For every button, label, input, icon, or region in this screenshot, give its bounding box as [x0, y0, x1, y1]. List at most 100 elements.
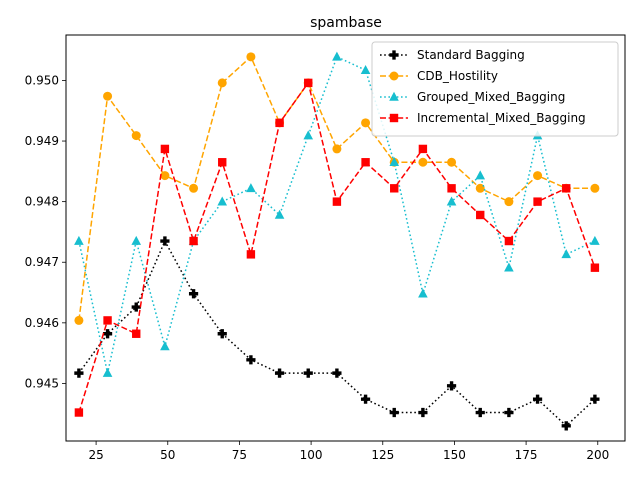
point-marker [360, 64, 371, 74]
y-tick-label: 0.945 [25, 376, 59, 390]
series-layer [74, 51, 600, 431]
point-marker [561, 249, 572, 259]
legend-label: Grouped_Mixed_Bagging [417, 90, 565, 104]
point-marker [418, 144, 428, 154]
point-marker [332, 368, 342, 378]
y-tick-label: 0.949 [25, 134, 59, 148]
point-marker [446, 196, 457, 206]
point-marker [246, 250, 256, 259]
x-tick-label: 75 [232, 448, 247, 462]
point-marker [360, 394, 371, 404]
point-marker [303, 130, 314, 140]
point-marker [246, 355, 256, 365]
series-line [78, 239, 596, 427]
point-marker [217, 196, 228, 206]
x-tick-label: 50 [160, 448, 175, 462]
point-marker [389, 71, 399, 81]
y-tick-label: 0.947 [25, 255, 59, 269]
point-marker [160, 236, 170, 246]
legend: Standard Bagging CDB_Hostility Grouped_Mix… [371, 41, 619, 137]
point-marker [475, 407, 485, 418]
point-marker [160, 144, 170, 154]
point-marker [160, 341, 170, 351]
x-tick-label: 150 [443, 448, 466, 462]
point-marker [562, 184, 571, 193]
series-0 [74, 236, 600, 431]
x-tick-label: 125 [371, 448, 394, 462]
point-marker [332, 144, 342, 154]
point-marker [160, 171, 170, 181]
point-marker [303, 368, 313, 378]
point-marker [218, 158, 227, 167]
point-marker [217, 78, 227, 88]
point-marker [361, 118, 371, 128]
point-marker [332, 197, 342, 206]
legend-label: CDB_Hostility [417, 69, 498, 83]
point-marker [217, 329, 227, 339]
point-marker [504, 407, 514, 418]
point-marker [476, 210, 485, 220]
point-marker [389, 407, 399, 418]
legend-entry-0: Standard Bagging [380, 48, 525, 62]
point-marker [275, 118, 284, 128]
point-marker [504, 236, 514, 246]
point-marker [590, 183, 600, 193]
legend-entry-3: Incremental_Mixed_Bagging [380, 111, 586, 125]
point-marker [74, 235, 84, 245]
legend-label: Standard Bagging [417, 48, 525, 62]
point-marker [561, 421, 571, 431]
point-marker [390, 184, 399, 193]
point-marker [475, 170, 486, 180]
point-marker [189, 183, 199, 193]
series-2 [74, 51, 600, 377]
point-marker [447, 184, 456, 193]
point-marker [74, 408, 84, 417]
legend-entry-2: Grouped_Mixed_Bagging [380, 90, 565, 104]
y-tick-label: 0.950 [25, 73, 59, 87]
point-marker [504, 262, 514, 272]
point-marker [590, 235, 600, 245]
point-marker [389, 157, 400, 167]
point-marker [188, 289, 199, 299]
point-marker [533, 171, 543, 181]
point-marker [418, 288, 428, 298]
point-marker [131, 131, 141, 141]
x-tick-label: 25 [88, 448, 103, 462]
point-marker [132, 329, 141, 338]
point-marker [246, 183, 256, 193]
y-tick-label: 0.946 [25, 316, 59, 330]
point-marker [389, 50, 399, 60]
chart-title: spambase [310, 15, 382, 31]
point-marker [74, 315, 84, 325]
x-tick-label: 200 [586, 448, 609, 462]
point-marker [304, 78, 313, 88]
point-marker [246, 52, 256, 62]
point-marker [504, 197, 514, 207]
point-marker [274, 209, 285, 219]
point-marker [590, 263, 600, 272]
x-tick-label: 100 [300, 448, 323, 462]
point-marker [74, 368, 84, 378]
point-marker [131, 235, 142, 245]
point-marker [103, 316, 112, 325]
legend-label: Incremental_Mixed_Bagging [417, 111, 586, 125]
y-tick-label: 0.948 [25, 195, 59, 209]
point-marker [102, 329, 113, 339]
axes-layer: 25 50 75 100 125 150 175 200 0.945 0.946 0.947 0.94… [25, 73, 610, 462]
plot-frame [65, 34, 626, 442]
point-marker [418, 407, 428, 418]
point-marker [389, 91, 399, 101]
x-tick-label: 175 [515, 448, 538, 462]
point-marker [533, 197, 542, 206]
legend-box [371, 41, 619, 137]
point-marker [332, 51, 342, 61]
point-marker [274, 368, 285, 378]
point-marker [447, 157, 457, 167]
point-marker [103, 91, 113, 101]
point-marker [446, 381, 457, 391]
point-marker [532, 394, 543, 404]
series-3 [74, 78, 600, 417]
point-marker [189, 236, 198, 246]
point-marker [131, 302, 141, 312]
